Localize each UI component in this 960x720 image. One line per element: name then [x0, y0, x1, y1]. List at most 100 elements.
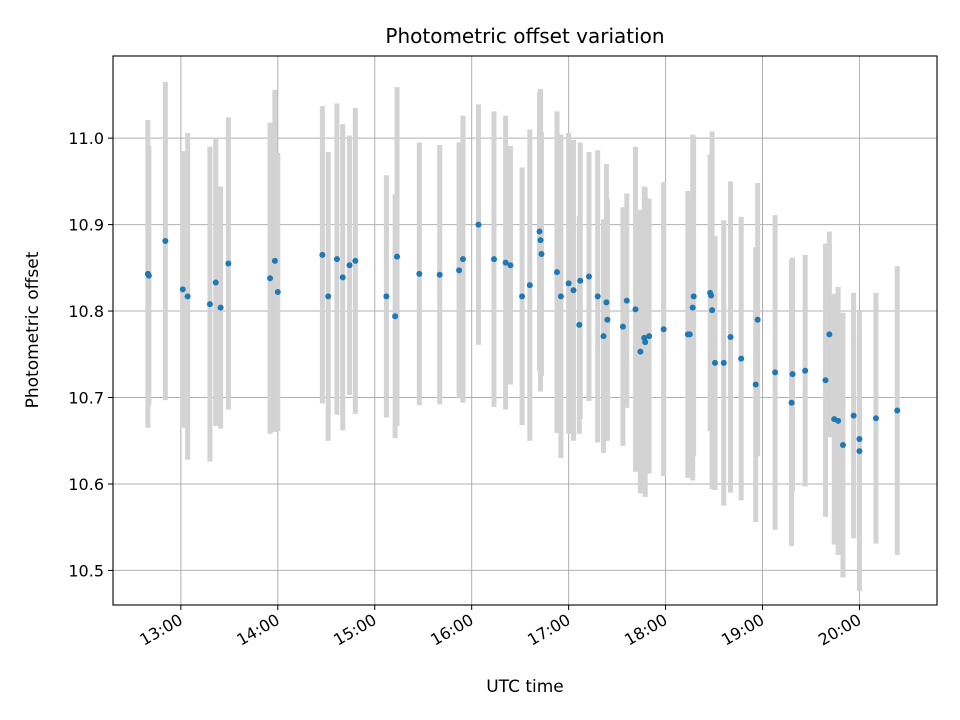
- data-point: [436, 271, 443, 278]
- data-point: [856, 436, 863, 443]
- data-point: [162, 238, 169, 245]
- data-point: [576, 321, 583, 328]
- data-point: [383, 293, 390, 300]
- data-point: [772, 369, 779, 376]
- y-tick-label: 10.9: [68, 216, 104, 235]
- data-point: [623, 297, 630, 304]
- data-point: [835, 417, 842, 424]
- data-point: [646, 333, 653, 340]
- data-point: [632, 306, 639, 313]
- data-point: [894, 407, 901, 414]
- data-point: [872, 415, 879, 422]
- data-point: [537, 237, 544, 244]
- x-tick-label: 16:00: [427, 610, 476, 650]
- x-axis-ticks: 13:00 14:00 15:00 16:00 17:00 18:00 19:00 20:00: [136, 605, 864, 650]
- data-point: [456, 267, 463, 274]
- x-tick-label: 17:00: [524, 610, 573, 650]
- data-point: [212, 279, 219, 286]
- data-point: [603, 299, 610, 306]
- data-point: [850, 412, 857, 419]
- data-point: [557, 293, 564, 300]
- y-tick-label: 10.8: [68, 302, 104, 321]
- data-point: [325, 293, 332, 300]
- data-point: [789, 371, 796, 378]
- data-point: [619, 323, 626, 330]
- data-point: [271, 257, 278, 264]
- data-point: [752, 381, 759, 388]
- data-point: [802, 367, 809, 374]
- data-points: [144, 221, 901, 455]
- data-point: [600, 333, 607, 340]
- data-point: [826, 331, 833, 338]
- data-point: [727, 333, 734, 340]
- data-point: [712, 359, 719, 366]
- data-point: [708, 292, 715, 299]
- data-point: [333, 256, 340, 263]
- data-point: [475, 221, 482, 228]
- data-point: [594, 293, 601, 300]
- data-point: [839, 442, 846, 449]
- x-axis-label: UTC time: [486, 677, 564, 697]
- data-point: [553, 269, 560, 276]
- data-point: [738, 355, 745, 362]
- data-point: [184, 293, 191, 300]
- data-point: [526, 282, 533, 289]
- data-point: [642, 339, 649, 346]
- data-point: [459, 256, 466, 263]
- y-tick-label: 10.6: [68, 475, 104, 494]
- data-point: [352, 257, 359, 264]
- data-point: [538, 250, 545, 257]
- chart-title: Photometric offset variation: [385, 24, 664, 48]
- data-point: [604, 316, 611, 323]
- data-point: [502, 259, 509, 266]
- data-point: [267, 275, 274, 282]
- x-tick-label: 19:00: [718, 610, 767, 650]
- data-point: [179, 286, 186, 293]
- x-tick-label: 20:00: [815, 610, 864, 650]
- y-axis-label: Photometric offset: [23, 251, 43, 408]
- data-point: [660, 326, 667, 333]
- data-point: [822, 377, 829, 384]
- data-point: [346, 262, 353, 269]
- data-point: [856, 448, 863, 455]
- data-point: [754, 316, 761, 323]
- x-tick-label: 14:00: [233, 610, 282, 650]
- x-tick-label: 15:00: [330, 610, 379, 650]
- data-point: [507, 262, 514, 269]
- plot-frame: [112, 55, 938, 606]
- data-point: [394, 253, 401, 260]
- data-point: [274, 289, 281, 296]
- data-point: [565, 280, 572, 287]
- data-point: [585, 273, 592, 280]
- data-point: [490, 256, 497, 263]
- data-point: [217, 304, 224, 311]
- data-point: [690, 293, 697, 300]
- x-tick-label: 13:00: [136, 610, 185, 650]
- x-tick-label: 18:00: [621, 610, 670, 650]
- data-point: [788, 399, 795, 406]
- data-point: [206, 301, 213, 308]
- data-point: [709, 307, 716, 314]
- y-tick-label: 10.5: [68, 561, 104, 580]
- y-tick-label: 11.0: [68, 129, 104, 148]
- data-point: [319, 251, 326, 258]
- y-axis-ticks: 10.5 10.6 10.7 10.8 10.9 11.0: [68, 129, 113, 580]
- data-point: [686, 331, 693, 338]
- data-point: [577, 277, 584, 284]
- data-point: [339, 274, 346, 281]
- data-point: [519, 293, 526, 300]
- grid: [113, 56, 937, 605]
- data-point: [145, 272, 152, 279]
- y-tick-label: 10.7: [68, 389, 104, 408]
- data-point: [225, 260, 232, 267]
- data-point: [570, 287, 577, 294]
- data-point: [416, 270, 423, 277]
- data-point: [392, 313, 399, 320]
- data-point: [536, 228, 543, 235]
- data-point: [720, 359, 727, 366]
- error-bars: [145, 81, 900, 592]
- data-point: [637, 348, 644, 355]
- data-point: [689, 304, 696, 311]
